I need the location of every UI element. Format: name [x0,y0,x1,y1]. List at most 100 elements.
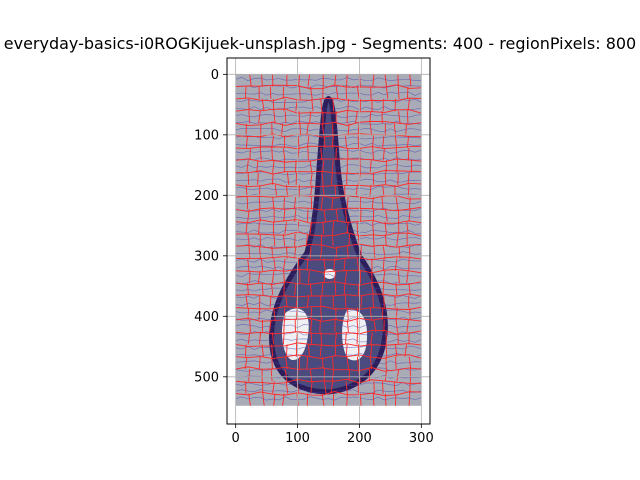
segment-boundary [285,356,288,370]
texture-line [235,273,422,278]
segmented-image [235,74,422,406]
segment-boundary [258,356,261,370]
segment-boundary [331,368,335,382]
segment-boundary [320,295,322,308]
segment-boundary [345,209,348,222]
segment-boundary [309,160,313,173]
segment-boundary [271,147,273,161]
texture-line [235,251,422,256]
segment-boundary [406,86,409,99]
segment-boundary [256,160,259,173]
segment-boundary [269,295,272,308]
segment-boundary [323,381,327,394]
segment-boundary [235,145,422,150]
segment-boundary [385,209,388,222]
segment-boundary [262,393,265,406]
segment-boundary [283,197,285,210]
segment-boundary [268,319,272,333]
segment-boundary [235,84,422,90]
segment-boundary [369,111,372,124]
segment-boundary [284,368,288,382]
segment-boundary [373,246,376,259]
segment-boundary [384,368,388,382]
segment-boundary [298,86,301,99]
segment-boundary [235,194,422,200]
segment-boundary [306,209,309,222]
segment-boundary [283,319,285,333]
segment-boundary [282,393,285,406]
segment-boundary [306,295,310,308]
segment-boundary [344,135,348,149]
grid [227,58,430,424]
texture-line [235,164,422,169]
segment-boundary [394,258,398,271]
segment-boundary [258,197,261,210]
segment-boundary [249,74,252,87]
segment-boundary [248,246,251,259]
segment-boundary [294,233,296,247]
segment-boundary [382,258,385,271]
segment-boundary [407,98,410,112]
segment-boundary [408,283,411,296]
segment-boundary [320,147,323,161]
segment-boundary [306,135,310,149]
segment-boundary [397,270,400,284]
segment-boundary [360,295,363,308]
segment-boundary [261,344,264,357]
segment-boundary [245,135,249,149]
segment-boundary [235,231,422,237]
segment-boundary [272,160,275,173]
segment-boundary [308,270,310,284]
texture-line [235,287,422,292]
segment-boundary [247,233,250,247]
x-axis: 0 100 200 300 [232,424,434,446]
segment-boundary [235,354,422,360]
segment-boundary [334,74,337,87]
segment-boundary [283,98,286,112]
segment-boundary [310,86,313,99]
segment-boundary [306,356,309,370]
segment-boundary [298,74,300,87]
segment-boundary [357,135,360,149]
segment-boundary [382,135,385,149]
segment-boundary [248,393,251,406]
segment-boundary [294,160,297,173]
chart-title: everyday-basics-i0ROGKijuek-unsplash.jpg… [4,34,636,53]
texture-line [235,149,422,154]
segment-boundary [235,256,422,261]
segment-boundary [321,283,324,296]
segment-boundary [370,344,373,357]
segment-boundary [321,356,324,370]
segment-boundary [273,111,276,124]
x-tick-label: 0 [232,431,240,446]
segment-boundary [249,319,251,333]
segment-boundary [357,283,360,296]
segment-boundary [385,86,389,99]
y-tick-label: 100 [194,128,219,143]
segment-boundary [247,172,250,185]
segment-boundary [294,246,297,259]
segment-boundary [235,170,422,175]
texture-line [235,316,422,321]
segment-boundary [282,233,286,247]
segment-boundary [360,246,362,259]
segment-boundary [359,393,362,406]
segment-boundary [235,305,422,310]
segment-boundary [347,147,349,161]
segment-boundary [271,344,274,357]
segment-boundary [409,74,412,87]
segment-boundary [258,209,261,222]
segment-boundary [345,332,347,345]
segment-boundary [372,233,375,247]
texture-line [235,222,422,227]
segment-boundary [245,221,248,234]
texture-line [235,142,422,147]
texture-line [235,236,422,242]
segment-boundary [406,319,409,333]
texture-line [235,345,422,350]
segment-boundary [320,233,323,247]
segment-boundary [247,332,251,345]
segment-boundary [369,356,373,370]
segment-boundary [343,258,346,271]
segment-boundary [273,233,276,247]
